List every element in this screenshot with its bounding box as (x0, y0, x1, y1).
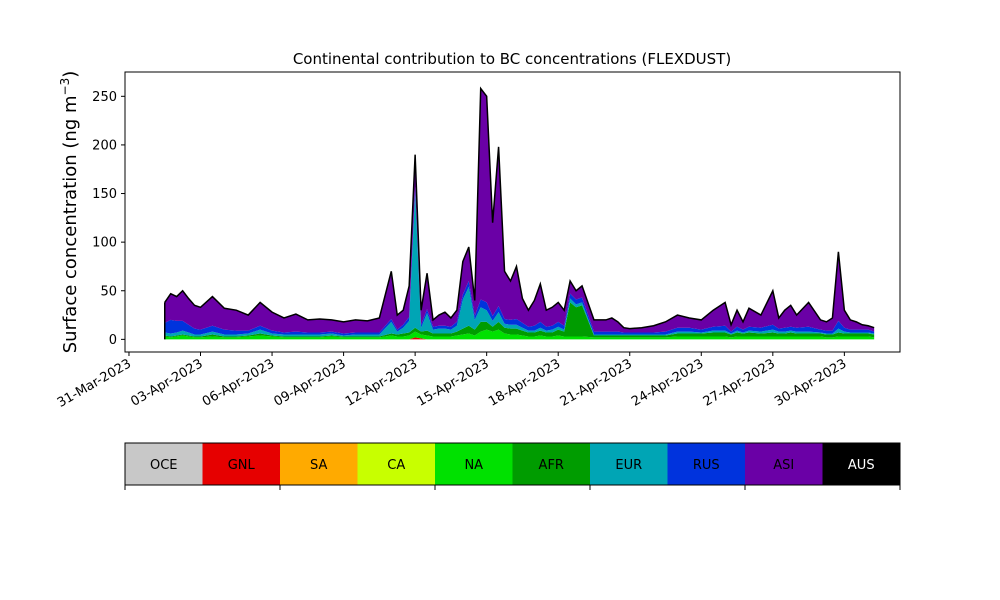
x-tick-label: 09-Apr-2023 (271, 356, 348, 409)
x-tick-label: 27-Apr-2023 (701, 356, 778, 409)
legend-swatch-eur (590, 443, 668, 485)
legend-label-oce: OCE (150, 458, 178, 473)
x-tick-label: 15-Apr-2023 (415, 356, 492, 409)
y-axis-label-close: ) (60, 71, 81, 78)
legend-swatch-rus (667, 443, 745, 485)
y-tick-label: 200 (92, 138, 117, 153)
x-tick-label: 30-Apr-2023 (772, 356, 849, 409)
y-tick-label: 150 (92, 187, 117, 202)
x-tick-label: 18-Apr-2023 (486, 356, 563, 409)
legend-label-ca: CA (387, 458, 405, 473)
chart-title: Continental contribution to BC concentra… (293, 50, 731, 68)
x-tick-label: 31-Mar-2023 (55, 356, 134, 410)
legend-label-afr: AFR (539, 458, 564, 473)
area-asi (164, 88, 875, 334)
legend-label-sa: SA (310, 458, 327, 473)
x-tick-label: 24-Apr-2023 (629, 356, 706, 409)
legend-label-rus: RUS (693, 458, 720, 473)
y-tick-label: 250 (92, 90, 117, 105)
legend-swatch-aus (822, 443, 900, 485)
legend-label-na: NA (464, 458, 483, 473)
y-axis-label-main: Surface concentration (ng m (60, 95, 81, 353)
legend-swatch-na (435, 443, 513, 485)
legend-swatch-oce (125, 443, 203, 485)
y-axis-label-sup: −3 (58, 78, 72, 96)
legend-swatch-asi (745, 443, 823, 485)
area-afr (164, 302, 875, 338)
legend-swatch-gnl (202, 443, 280, 485)
plot-frame (124, 71, 901, 353)
legend: OCE GNL SA CA NA AFR EUR RUS ASI AUS (124, 442, 901, 490)
plot-area (163, 86, 875, 340)
y-tick-label: 0 (109, 333, 117, 348)
y-tick-label: 100 (92, 236, 117, 251)
area-na (164, 329, 875, 340)
legend-swatch-afr (512, 443, 590, 485)
x-tick-label: 12-Apr-2023 (343, 356, 420, 409)
y-tick-label: 50 (100, 284, 117, 299)
legend-label-gnl: GNL (228, 458, 256, 473)
x-tick-label: 03-Apr-2023 (128, 356, 205, 409)
legend-label-eur: EUR (615, 458, 642, 473)
x-tick-label: 21-Apr-2023 (558, 356, 635, 409)
legend-swatch-sa (280, 443, 358, 485)
y-axis-label: Surface concentration (ng m−3) (58, 71, 81, 354)
legend-frame (124, 442, 901, 486)
total-line (164, 86, 875, 330)
legend-label-aus: AUS (848, 458, 875, 473)
x-tick-label: 06-Apr-2023 (200, 356, 277, 409)
legend-swatch-ca (357, 443, 435, 485)
legend-label-asi: ASI (773, 458, 794, 473)
